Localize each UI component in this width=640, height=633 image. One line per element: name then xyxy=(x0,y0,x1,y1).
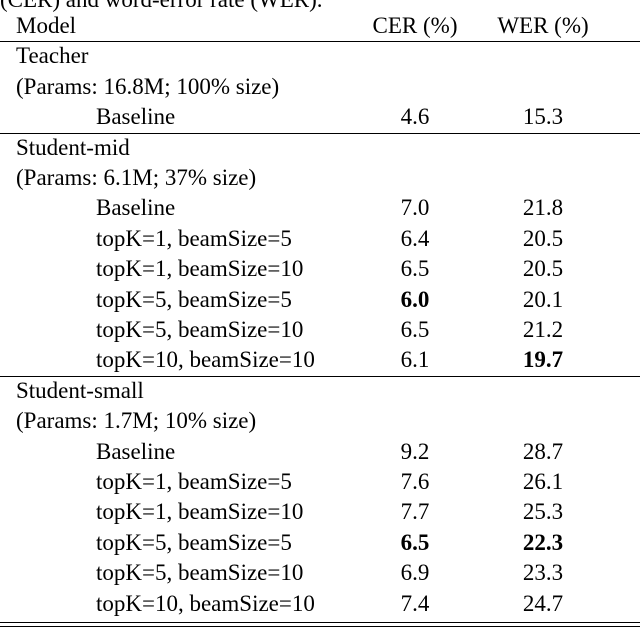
row-wer: 20.1 xyxy=(522,286,564,312)
table-header-row: Model CER (%) WER (%) xyxy=(0,11,640,41)
row-model: topK=1, beamSize=10 xyxy=(96,499,304,525)
table-row: Baseline 4.6 15.3 xyxy=(0,102,640,132)
group-params: (Params: 16.8M; 100% size) xyxy=(16,73,280,99)
row-cer: 7.4 xyxy=(400,590,430,616)
row-model: topK=10, beamSize=10 xyxy=(96,347,315,373)
table-row: Baseline 9.2 28.7 xyxy=(0,437,640,467)
row-cer: 6.5 xyxy=(400,529,430,555)
table-row: topK=1, beamSize=10 6.5 20.5 xyxy=(0,254,640,284)
group-name: Student-mid xyxy=(16,134,130,160)
row-wer: 21.8 xyxy=(522,195,564,221)
row-wer: 21.2 xyxy=(522,317,564,342)
row-cer: 6.1 xyxy=(400,347,430,373)
row-model: topK=5, beamSize=10 xyxy=(96,317,304,342)
row-cer: 6.4 xyxy=(400,225,430,251)
table-row: topK=1, beamSize=5 7.6 26.1 xyxy=(0,467,640,497)
group-params: (Params: 1.7M; 10% size) xyxy=(16,408,257,434)
row-model: topK=10, beamSize=10 xyxy=(96,590,315,616)
table-row: topK=5, beamSize=5 6.5 22.3 xyxy=(0,528,640,558)
table-row: topK=10, beamSize=10 6.1 19.7 xyxy=(0,345,640,375)
group-params-row: (Params: 1.7M; 10% size) xyxy=(0,406,640,436)
header-model: Model xyxy=(16,13,77,38)
table-bottom-rule xyxy=(0,622,640,624)
row-cer: 6.5 xyxy=(400,256,430,282)
table-row: topK=1, beamSize=5 6.4 20.5 xyxy=(0,224,640,254)
table-row: topK=1, beamSize=10 7.7 25.3 xyxy=(0,497,640,527)
table-row: topK=5, beamSize=10 6.5 21.2 xyxy=(0,315,640,345)
row-model: topK=5, beamSize=5 xyxy=(96,286,292,312)
group-params-row: (Params: 6.1M; 37% size) xyxy=(0,163,640,193)
row-wer: 15.3 xyxy=(522,104,564,130)
header-cer: CER (%) xyxy=(372,13,458,38)
row-wer: 20.5 xyxy=(522,225,564,251)
row-wer: 25.3 xyxy=(522,499,564,525)
row-wer: 20.5 xyxy=(522,256,564,282)
group-divider xyxy=(0,375,640,377)
row-cer: 7.6 xyxy=(400,469,430,494)
group-divider xyxy=(0,41,640,43)
row-cer: 6.0 xyxy=(400,286,430,312)
row-cer: 7.7 xyxy=(400,499,430,525)
row-model: Baseline xyxy=(96,438,176,464)
group-divider xyxy=(0,132,640,134)
row-model: topK=1, beamSize=5 xyxy=(96,469,292,494)
row-model: Baseline xyxy=(96,195,176,221)
row-cer: 6.5 xyxy=(400,317,430,342)
table-bottom-rule xyxy=(0,626,640,628)
header-wer: WER (%) xyxy=(497,13,589,38)
row-wer: 19.7 xyxy=(522,347,564,373)
row-cer: 6.9 xyxy=(400,560,430,586)
row-wer: 26.1 xyxy=(522,469,564,494)
row-model: topK=1, beamSize=10 xyxy=(96,256,304,282)
group-name-row: Student-small xyxy=(0,376,640,406)
row-model: topK=5, beamSize=10 xyxy=(96,560,304,586)
row-wer: 24.7 xyxy=(522,590,564,616)
group-params-row: (Params: 16.8M; 100% size) xyxy=(0,72,640,102)
table-caption: (CER) and word-error rate (WER). xyxy=(0,0,323,13)
row-cer: 4.6 xyxy=(400,104,430,130)
row-model: Baseline xyxy=(96,104,176,130)
row-cer: 9.2 xyxy=(400,438,430,464)
table-row: topK=5, beamSize=5 6.0 20.1 xyxy=(0,285,640,315)
group-params: (Params: 6.1M; 37% size) xyxy=(16,165,257,190)
group-name: Teacher xyxy=(16,43,89,69)
row-model: topK=1, beamSize=5 xyxy=(96,225,292,251)
row-cer: 7.0 xyxy=(400,195,430,221)
group-name: Student-small xyxy=(16,377,144,403)
row-model: topK=5, beamSize=5 xyxy=(96,529,292,555)
table-row: Baseline 7.0 21.8 xyxy=(0,193,640,223)
table-row: topK=10, beamSize=10 7.4 24.7 xyxy=(0,589,640,619)
row-wer: 23.3 xyxy=(522,560,564,586)
group-name-row: Teacher xyxy=(0,41,640,71)
row-wer: 22.3 xyxy=(522,529,564,555)
group-name-row: Student-mid xyxy=(0,133,640,163)
row-wer: 28.7 xyxy=(522,438,564,464)
table-row: topK=5, beamSize=10 6.9 23.3 xyxy=(0,558,640,588)
